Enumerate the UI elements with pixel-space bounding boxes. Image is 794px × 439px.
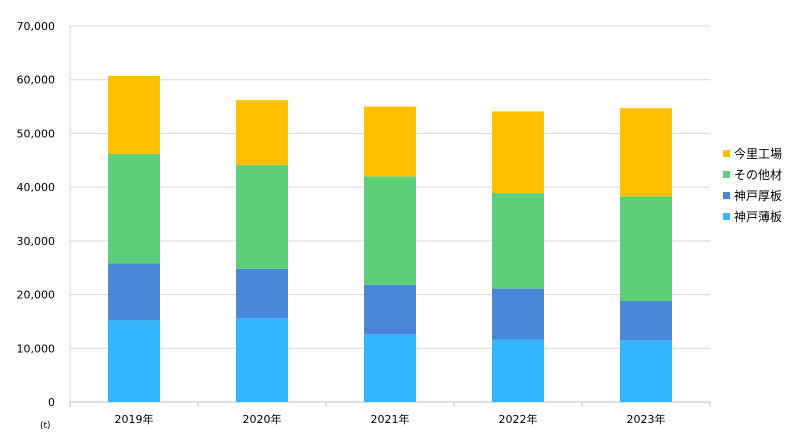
- y-tick-label: 10,000: [17, 342, 56, 355]
- x-tick-label: 2023年: [627, 412, 666, 426]
- y-tick-label: 60,000: [17, 74, 56, 87]
- y-tick-label: 30,000: [17, 235, 56, 248]
- bar-segment: [492, 193, 544, 289]
- bar-segment: [620, 196, 672, 302]
- legend-swatch: [723, 171, 730, 178]
- bar-segment: [492, 339, 544, 402]
- bar-segment: [620, 340, 672, 402]
- bar-segment: [236, 268, 288, 319]
- y-tick-label: 70,000: [17, 20, 56, 33]
- bar-segment: [364, 106, 416, 177]
- y-tick-label: 40,000: [17, 181, 56, 194]
- y-tick-label: 20,000: [17, 289, 56, 302]
- bar-segment: [364, 334, 416, 402]
- legend-label: 今里工場: [734, 146, 782, 161]
- legend-label: 神戸厚板: [734, 189, 782, 203]
- y-tick-label: 50,000: [17, 127, 56, 140]
- legend-swatch: [723, 213, 730, 220]
- bar-segment: [620, 108, 672, 197]
- legend-label: 神戸薄板: [734, 209, 782, 224]
- bar-segment: [108, 153, 160, 264]
- x-tick-label: 2021年: [371, 412, 410, 426]
- legend-swatch: [723, 192, 730, 199]
- x-tick-label: 2019年: [115, 412, 154, 426]
- bar-segment: [492, 111, 544, 194]
- bar-segment: [492, 288, 544, 340]
- bar-segment: [364, 284, 416, 335]
- unit-label: (t): [40, 421, 51, 431]
- x-tick-label: 2022年: [499, 412, 538, 426]
- bar-segment: [620, 301, 672, 341]
- y-tick-label: 0: [48, 396, 55, 409]
- bar-segment: [108, 75, 160, 154]
- legend-swatch: [723, 150, 730, 157]
- bars: [108, 75, 672, 402]
- x-tick-label: 2020年: [243, 412, 282, 426]
- bar-segment: [108, 263, 160, 321]
- bar-segment: [108, 320, 160, 402]
- bar-segment: [364, 176, 416, 285]
- legend-label: その他材: [734, 168, 782, 182]
- bar-segment: [236, 165, 288, 269]
- bar-segment: [236, 318, 288, 402]
- bar-segment: [236, 100, 288, 166]
- y-tick-labels: 0 10,000 20,000 30,000 40,000 50,000 60,000 70,…: [17, 20, 56, 409]
- x-tick-labels: 2019年 2020年 2021年 2022年 2023年: [115, 412, 666, 426]
